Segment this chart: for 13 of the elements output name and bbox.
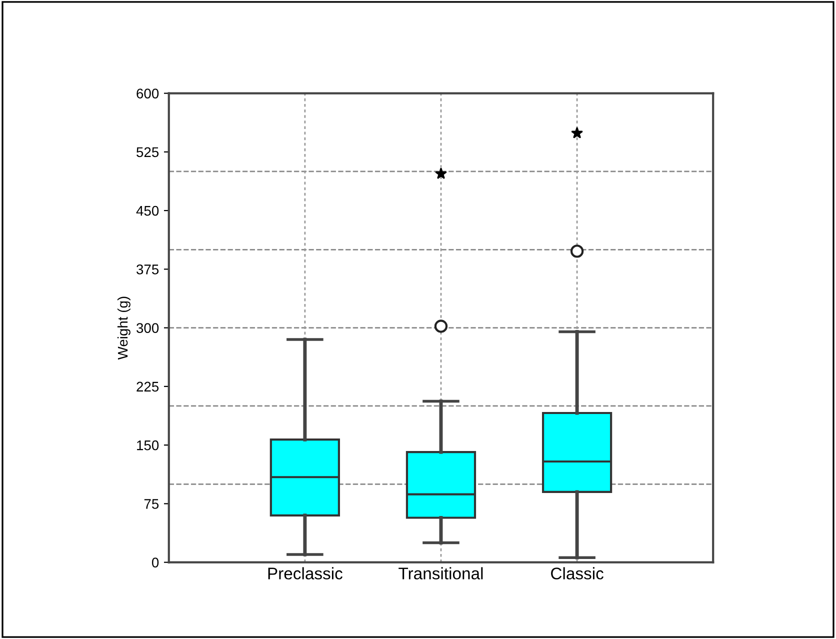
y-tick-label: 300 bbox=[136, 323, 159, 333]
x-tick-label: Transitional bbox=[398, 567, 483, 580]
y-tick-label: 600 bbox=[136, 88, 159, 98]
y-tick-label: 150 bbox=[137, 440, 159, 450]
y-tick-label: 450 bbox=[136, 206, 159, 216]
y-tick-label: 225 bbox=[136, 382, 159, 392]
x-tick-label: Classic bbox=[551, 567, 604, 580]
y-tick-label: 525 bbox=[136, 147, 159, 158]
y-axis-title: Weight (g) bbox=[117, 296, 130, 360]
x-tick-label: Preclassic bbox=[268, 567, 342, 580]
y-tick-label: 0 bbox=[152, 558, 159, 568]
y-tick-label: 375 bbox=[136, 264, 159, 274]
y-tick-label: 75 bbox=[144, 499, 159, 509]
